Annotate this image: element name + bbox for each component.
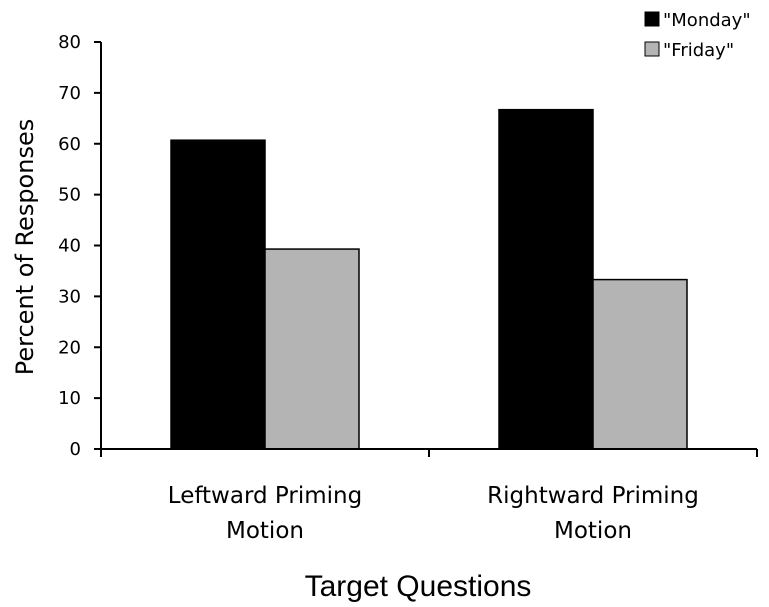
- category-label: Leftward Priming: [168, 483, 362, 509]
- category-label: Rightward Priming: [487, 483, 699, 509]
- y-tick-label: 70: [58, 83, 81, 104]
- category-label: Motion: [554, 518, 632, 544]
- y-tick-label: 50: [58, 185, 81, 206]
- legend-swatch: [644, 11, 660, 27]
- legend-swatch: [644, 41, 660, 57]
- y-tick-label: 10: [58, 388, 81, 409]
- legend: "Monday" "Friday": [644, 10, 751, 61]
- y-axis-title: Percent of Responses: [11, 119, 39, 375]
- bar-friday-2: [592, 278, 688, 450]
- bar-friday-1: [264, 248, 360, 450]
- y-tick-label: 0: [70, 439, 81, 460]
- bar-monday-2: [498, 108, 594, 450]
- x-axis-ticks: [100, 449, 758, 457]
- category-labels: Leftward Priming Motion Rightward Priming M…: [168, 483, 699, 544]
- x-axis-title: Target Questions: [305, 570, 532, 603]
- y-tick-label: 40: [58, 236, 81, 257]
- bar-monday-1: [170, 139, 266, 450]
- y-tick-label: 30: [58, 286, 81, 307]
- legend-label: "Monday": [663, 10, 751, 31]
- bars: [170, 108, 688, 450]
- y-tick-label: 80: [58, 32, 81, 53]
- y-axis-ticks: 0 10 20 30 40 50 60 70 80: [58, 32, 101, 460]
- y-tick-label: 20: [58, 337, 81, 358]
- legend-label: "Friday": [663, 40, 734, 61]
- y-tick-label: 60: [58, 134, 81, 155]
- category-label: Motion: [226, 518, 304, 544]
